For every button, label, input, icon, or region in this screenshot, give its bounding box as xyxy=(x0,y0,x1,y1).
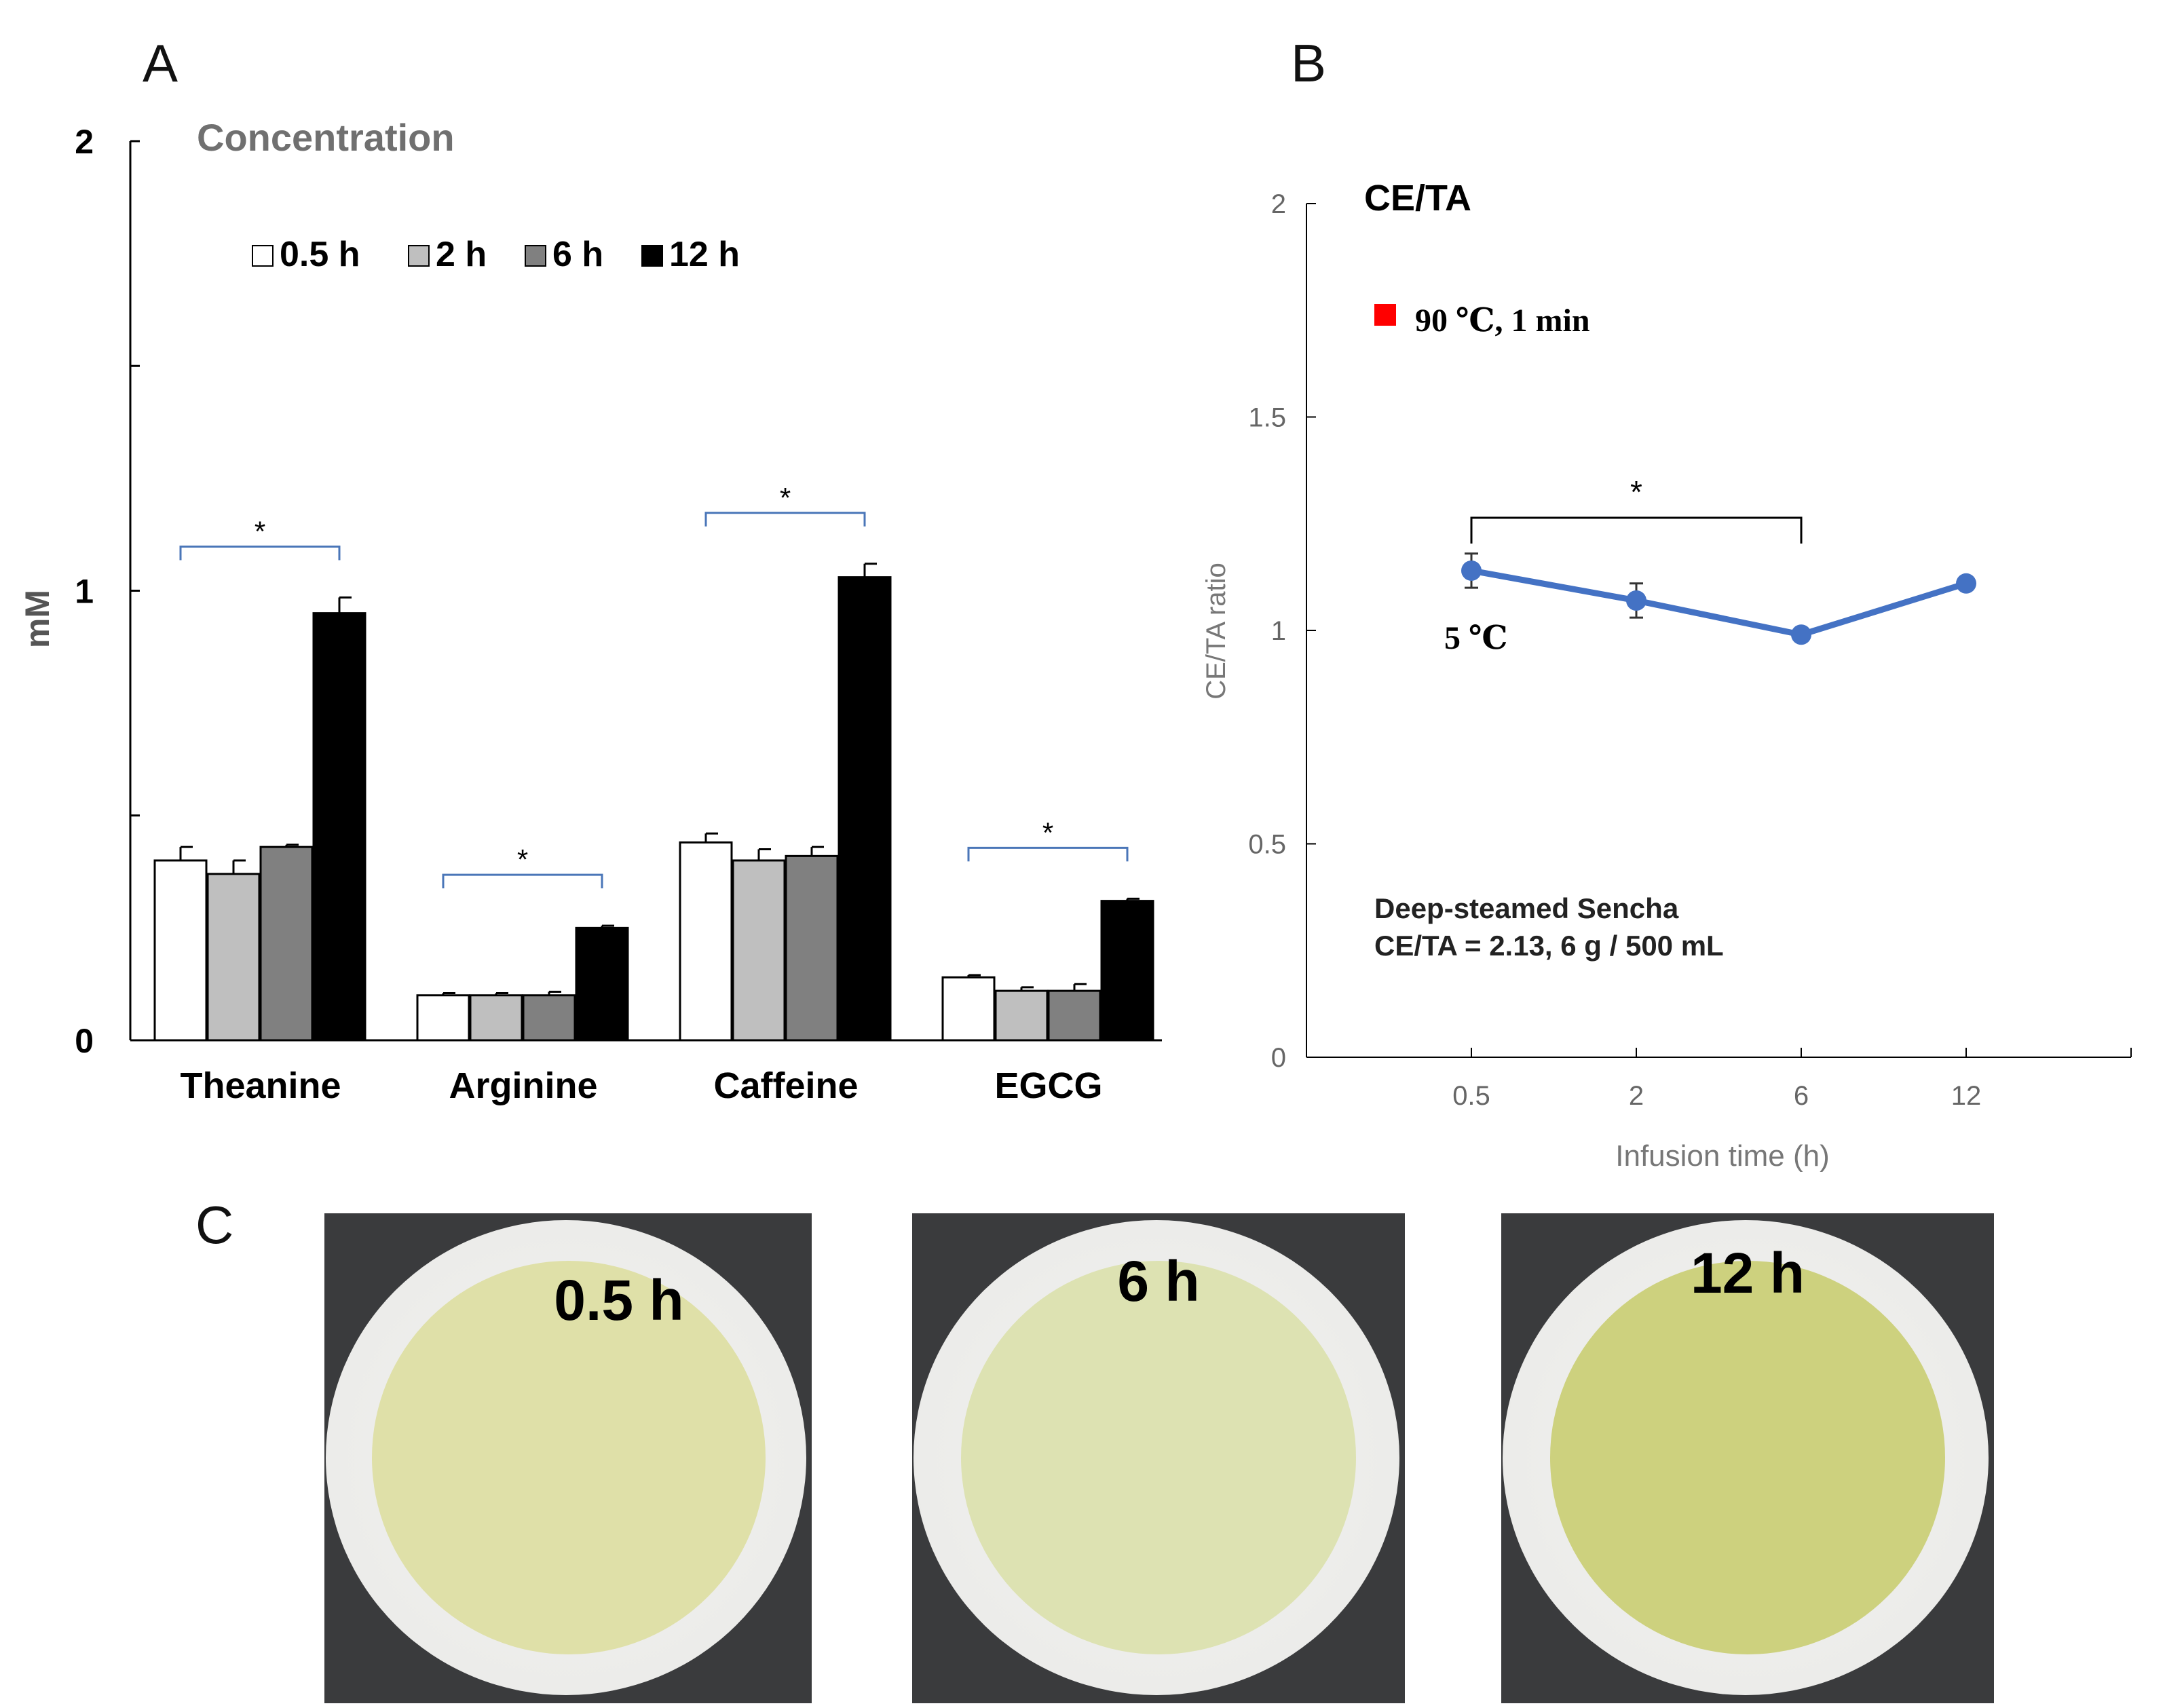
bar xyxy=(522,994,576,1042)
bar xyxy=(941,976,996,1042)
line-marks: 5 ℃ * xyxy=(1444,474,1976,656)
line-y-tick-label: 0 xyxy=(1271,1043,1286,1073)
line-axis-ticks: 0 0.5 1 1.5 2 0.5 2 6 12 xyxy=(1248,189,2132,1111)
bar xyxy=(312,612,366,1042)
data-point xyxy=(1461,560,1482,581)
bar xyxy=(153,859,208,1042)
bar-significance-brackets: * * * * xyxy=(179,482,1129,889)
bar-chart-title: Concentration xyxy=(197,116,455,159)
data-point xyxy=(1791,624,1811,645)
panel-label-a: A xyxy=(143,33,178,93)
tea-liquid xyxy=(372,1261,766,1654)
significance-bracket xyxy=(1470,516,1803,544)
bar xyxy=(206,873,261,1042)
bar xyxy=(837,576,892,1042)
line-y-tick-label: 2 xyxy=(1271,189,1286,219)
bar-legend-swatch xyxy=(252,245,274,267)
photo-time-label: 6 h xyxy=(1117,1249,1200,1313)
bar-legend-label: 0.5 h xyxy=(280,235,360,274)
data-point xyxy=(1626,590,1646,611)
bar-category-label: Caffeine xyxy=(713,1065,858,1106)
line-legend-label: 90 ℃, 1 min xyxy=(1415,303,1590,339)
line-x-tick-label: 12 xyxy=(1951,1081,1982,1111)
bar xyxy=(994,989,1049,1042)
sample-note-line1: Deep-steamed Sencha xyxy=(1374,892,1679,924)
bar-category-label: Arginine xyxy=(449,1065,597,1106)
line-y-tick-label: 0.5 xyxy=(1248,830,1286,860)
line-x-tick-label: 6 xyxy=(1794,1081,1809,1111)
series-line xyxy=(1471,567,1968,638)
photo-bowl-6h: 6 h xyxy=(912,1213,1405,1703)
photo-bowl-0-5h: 0.5 h xyxy=(324,1213,812,1703)
line-x-tick-label: 0.5 xyxy=(1452,1081,1490,1111)
data-point xyxy=(1956,573,1976,594)
tea-liquid xyxy=(1550,1261,1945,1654)
line-y-tick-label: 1.5 xyxy=(1248,403,1286,433)
bar xyxy=(416,994,470,1042)
bar-y-ticks: 0 1 2 xyxy=(75,123,140,1060)
significance-bracket xyxy=(967,846,1129,862)
bar xyxy=(679,841,733,1042)
photo-time-label: 0.5 h xyxy=(554,1268,684,1332)
bar-category-labels: Theanine Arginine Caffeine EGCG xyxy=(180,1065,1102,1106)
bar-y-tick-label: 2 xyxy=(75,123,94,161)
panel-label-b: B xyxy=(1291,33,1326,93)
significance-star: * xyxy=(517,843,528,875)
bar xyxy=(1047,989,1102,1042)
tea-liquid xyxy=(961,1261,1356,1654)
bar-y-axis-label: mM xyxy=(18,590,56,648)
line-chart-title: CE/TA xyxy=(1364,178,1471,219)
bar xyxy=(259,846,314,1042)
significance-star: * xyxy=(1630,474,1642,510)
bar-y-tick-label: 0 xyxy=(75,1022,94,1060)
series-label: 5 ℃ xyxy=(1444,620,1508,656)
bar-legend-swatch xyxy=(408,245,430,267)
significance-bracket xyxy=(704,512,866,527)
bar-legend-swatch xyxy=(525,245,546,267)
photo-time-label: 12 h xyxy=(1690,1241,1805,1305)
bar-legend-label: 12 h xyxy=(669,235,740,274)
bar xyxy=(732,859,786,1042)
panel-label-c: C xyxy=(195,1195,233,1255)
bar xyxy=(1100,900,1154,1042)
bar xyxy=(469,994,523,1042)
sample-note-line2: CE/TA = 2.13, 6 g / 500 mL xyxy=(1374,930,1724,962)
photo-bowl-12h: 12 h xyxy=(1501,1213,1994,1703)
line-legend-swatch xyxy=(1374,304,1396,326)
significance-star: * xyxy=(255,515,265,547)
bar-category-label: Theanine xyxy=(180,1065,341,1106)
significance-bracket xyxy=(442,873,603,889)
bar-legend-swatch xyxy=(641,245,663,267)
line-x-axis-label: Infusion time (h) xyxy=(1615,1139,1829,1173)
bar xyxy=(785,854,839,1042)
bar-legend-label: 6 h xyxy=(552,235,603,274)
line-y-axis-label: CE/TA ratio xyxy=(1201,563,1231,700)
panel-a-bar-chart: Concentration mM 0 1 2 0.5 h 2 h 6 h 12 h The… xyxy=(18,116,1162,1106)
significance-bracket xyxy=(179,545,341,561)
bar-y-tick-label: 1 xyxy=(75,573,94,611)
line-x-tick-label: 2 xyxy=(1629,1081,1644,1111)
significance-star: * xyxy=(1042,816,1053,848)
bar xyxy=(575,926,629,1042)
panel-b-line-chart: CE/TA 90 ℃, 1 min CE/TA ratio Infusion t… xyxy=(1201,178,2132,1173)
bar-legend-label: 2 h xyxy=(436,235,487,274)
bar-marks xyxy=(153,563,1154,1042)
significance-star: * xyxy=(780,482,791,514)
bar-category-label: EGCG xyxy=(994,1065,1102,1106)
bar-legend: 0.5 h 2 h 6 h 12 h xyxy=(252,235,740,274)
line-y-tick-label: 1 xyxy=(1271,616,1286,646)
